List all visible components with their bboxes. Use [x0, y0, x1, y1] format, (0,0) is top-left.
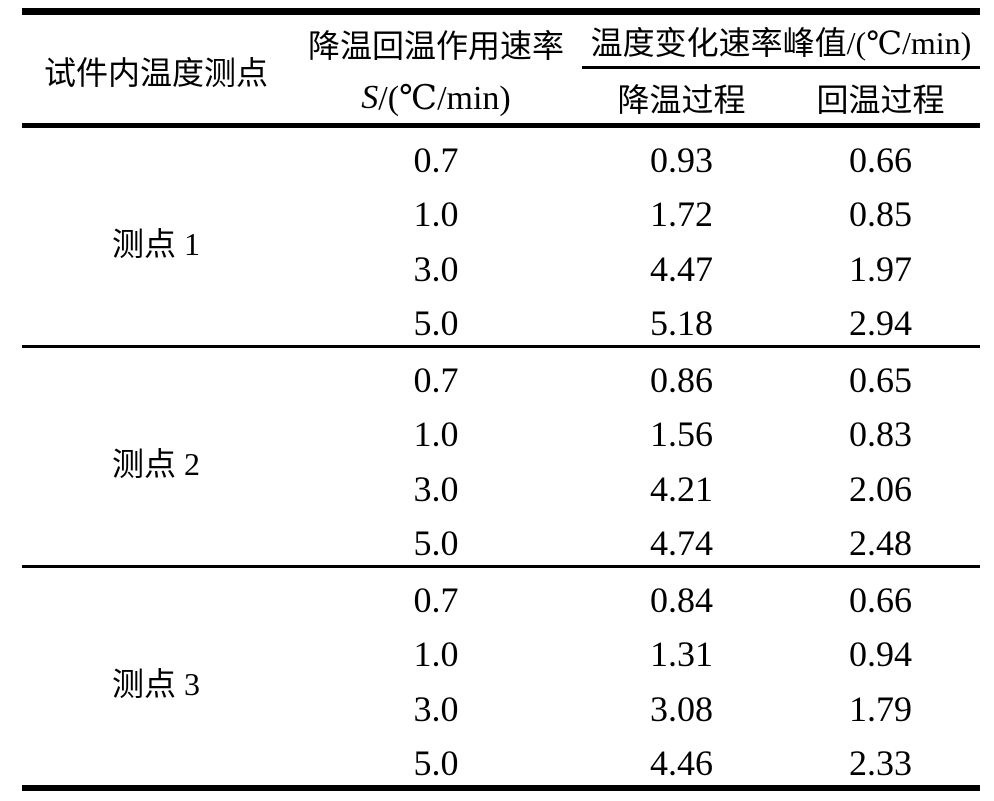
rate-value: 5.0: [413, 302, 459, 343]
rate-value: 5.0: [413, 742, 459, 783]
rewarming-peak-value: 0.65: [849, 360, 912, 401]
header-peak-group-title: 温度变化速率峰值/(℃/min): [582, 15, 980, 69]
header-bottom-rule: [22, 123, 980, 128]
section-point-3: 测点 3 0.7 0.84 0.66 1.0 1.31 0.94 3.0 3.0…: [22, 568, 980, 785]
rewarming-peak-value: 2.48: [849, 522, 912, 563]
header-rewarming-process: 回温过程: [816, 82, 945, 118]
cooling-peak-value: 1.56: [650, 414, 713, 455]
cooling-peak-value: 4.46: [650, 742, 713, 783]
cooling-peak-value: 4.74: [650, 522, 713, 563]
point-label: 测点 2: [111, 445, 200, 482]
rewarming-peak-value: 2.94: [849, 302, 912, 343]
header-rate-title: 降温回温作用速率: [307, 28, 564, 64]
header-peak-group: 温度变化速率峰值/(℃/min) 降温过程 回温过程: [582, 15, 980, 123]
header-peak-subcolumns: 降温过程 回温过程: [582, 69, 980, 123]
cooling-peak-value: 0.93: [650, 140, 713, 181]
rewarming-peak-value: 0.94: [849, 634, 912, 675]
rate-value: 1.0: [413, 194, 459, 235]
table-bottom-rule: [22, 785, 980, 791]
cooling-peak-value: 4.47: [650, 248, 713, 289]
rate-unit-text: /(℃/min): [378, 80, 511, 117]
cooling-peak-value: 3.08: [650, 688, 713, 729]
rewarming-peak-value: 1.97: [849, 248, 912, 289]
rate-value: 3.0: [413, 468, 459, 509]
rate-value: 3.0: [413, 248, 459, 289]
point-label: 测点 1: [111, 225, 200, 262]
section-divider: [22, 345, 980, 348]
rewarming-peak-value: 0.66: [849, 580, 912, 621]
table-top-rule: [22, 8, 980, 15]
rewarming-peak-value: 2.33: [849, 742, 912, 783]
section-point-2: 测点 2 0.7 0.86 0.65 1.0 1.56 0.83 3.0 4.2…: [22, 348, 980, 565]
header-rate-unit: S/(℃/min): [290, 71, 582, 125]
rate-value: 1.0: [413, 414, 459, 455]
section-divider: [22, 565, 980, 568]
point-label: 测点 3: [111, 665, 200, 702]
rewarming-peak-value: 0.66: [849, 140, 912, 181]
rewarming-peak-value: 0.85: [849, 194, 912, 235]
cooling-peak-value: 1.72: [650, 194, 713, 235]
rewarming-peak-value: 1.79: [849, 688, 912, 729]
cooling-peak-value: 0.86: [650, 360, 713, 401]
header-cooling-process: 降温过程: [617, 82, 746, 118]
rewarming-peak-value: 2.06: [849, 468, 912, 509]
rate-value: 5.0: [413, 522, 459, 563]
rate-value: 0.7: [413, 140, 459, 181]
header-rate-column: 降温回温作用速率 S/(℃/min): [290, 15, 582, 123]
rate-value: 1.0: [413, 634, 459, 675]
cooling-peak-value: 0.84: [650, 580, 713, 621]
rewarming-peak-value: 0.83: [849, 414, 912, 455]
rate-value: 3.0: [413, 688, 459, 729]
header-specimen-point: 试件内温度测点: [43, 55, 268, 91]
section-point-1: 测点 1 0.7 0.93 0.66 1.0 1.72 0.85 3.0 4.4…: [22, 128, 980, 345]
temperature-rate-table: 试件内温度测点 降温回温作用速率 S/(℃/min) 温度变化速率峰值/(℃/m…: [22, 8, 980, 791]
cooling-peak-value: 4.21: [650, 468, 713, 509]
rate-symbol: S: [361, 79, 379, 116]
table-header: 试件内温度测点 降温回温作用速率 S/(℃/min) 温度变化速率峰值/(℃/m…: [22, 15, 980, 123]
rate-value: 0.7: [413, 580, 459, 621]
rate-value: 0.7: [413, 360, 459, 401]
cooling-peak-value: 1.31: [650, 634, 713, 675]
cooling-peak-value: 5.18: [650, 302, 713, 343]
